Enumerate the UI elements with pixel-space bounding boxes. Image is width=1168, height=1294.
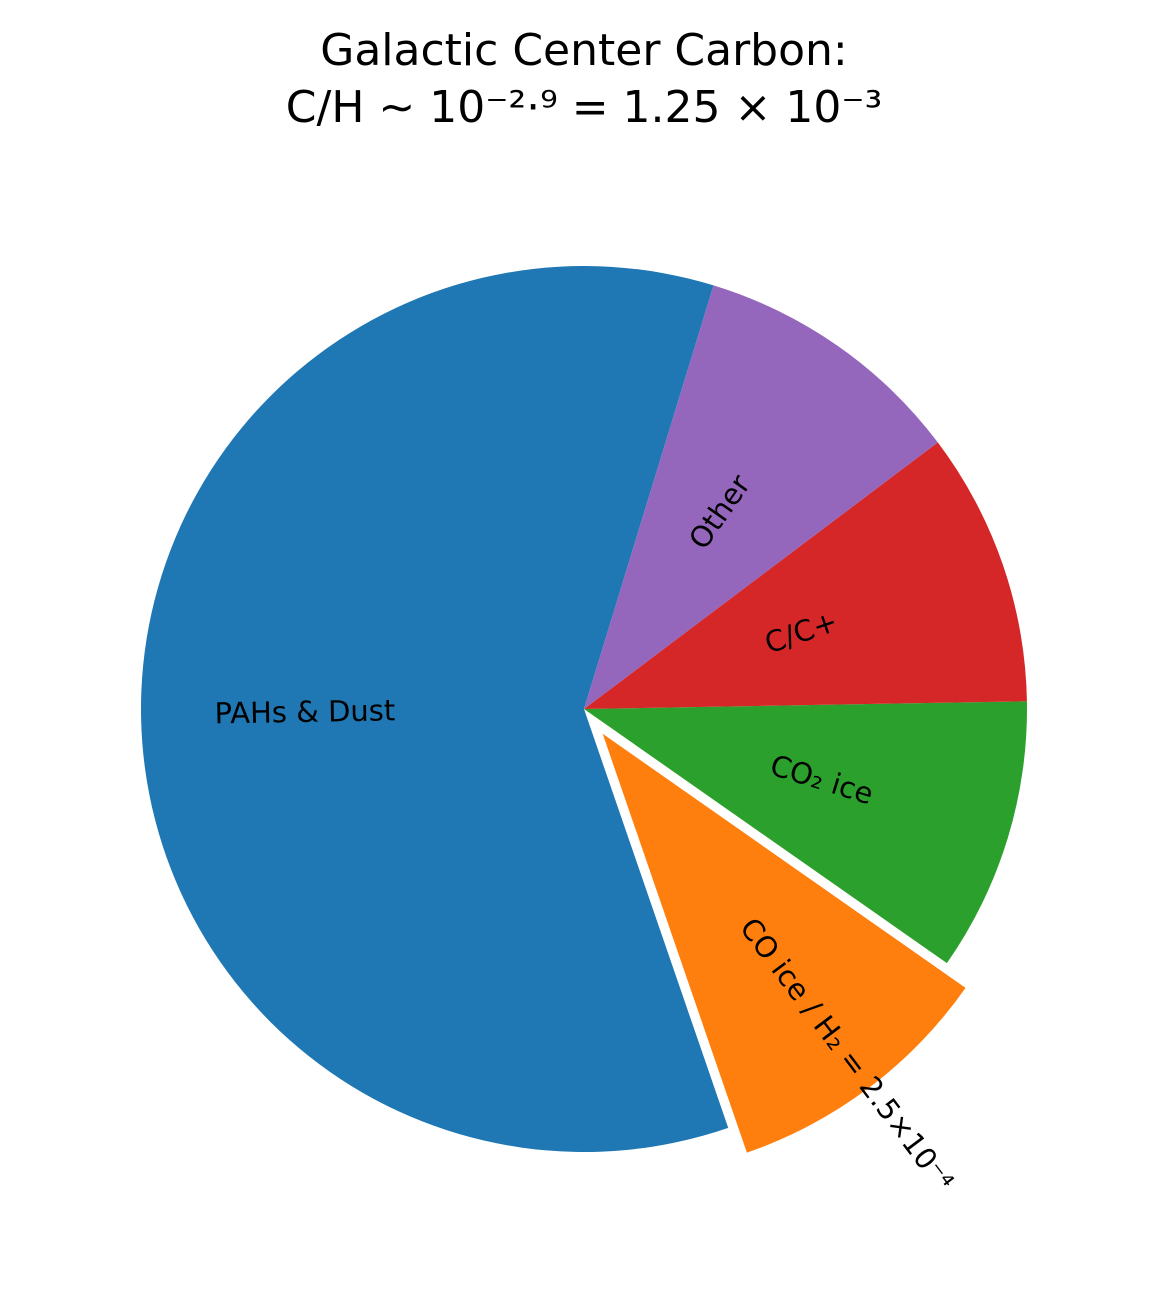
pie-wedge (584, 442, 1027, 709)
pie-wedge (141, 266, 729, 1153)
chart-title: Galactic Center Carbon: C/H ∼ 10⁻²·⁹ = 1… (285, 25, 883, 133)
pie-wedge (584, 285, 938, 709)
slice-label: PAHs & Dust (214, 693, 395, 730)
pie-wedge (602, 733, 966, 1153)
pie-wedge (584, 701, 1027, 964)
